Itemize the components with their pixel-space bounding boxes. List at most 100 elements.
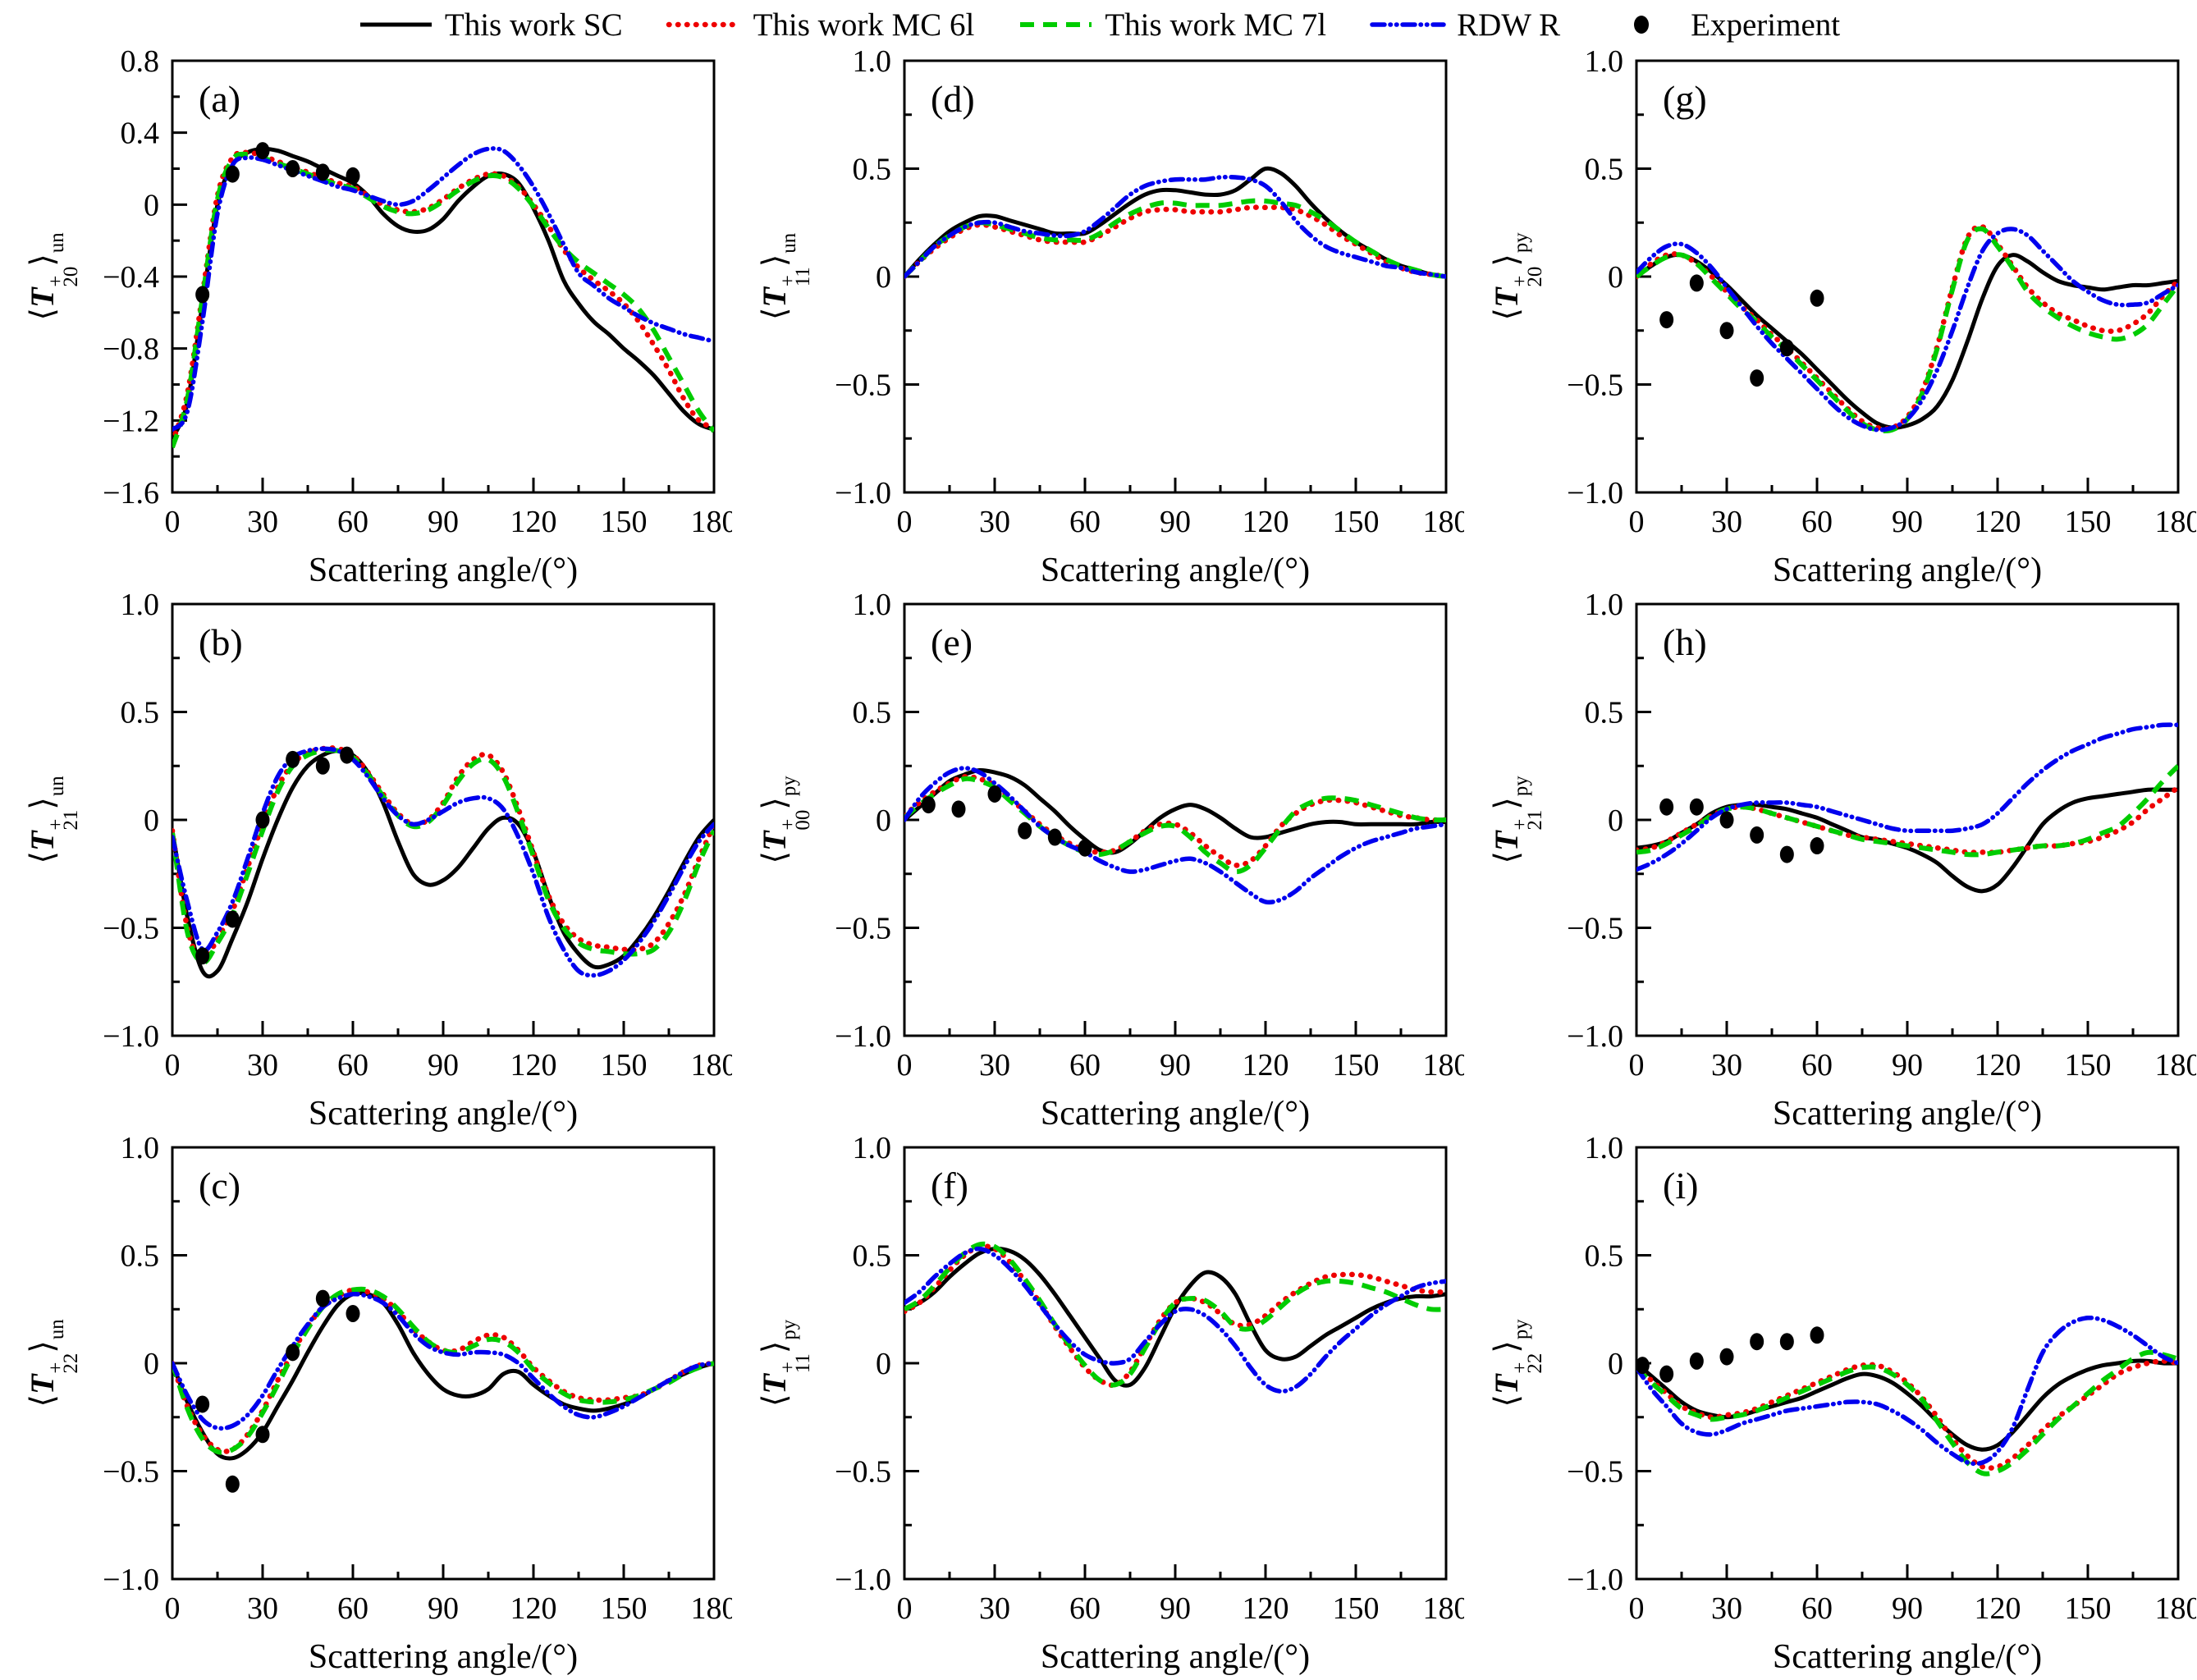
y-tick-label: 0 xyxy=(144,803,159,838)
y-tick-label: 0.5 xyxy=(1585,696,1624,730)
x-tick-label: 0 xyxy=(165,1048,181,1083)
x-tick-label: 0 xyxy=(897,1591,913,1626)
experiment-point xyxy=(255,1426,270,1444)
axes-frame xyxy=(171,59,716,494)
y-tick-label: −0.5 xyxy=(835,1455,891,1490)
experiment-point xyxy=(195,1395,210,1413)
experiment-point xyxy=(195,286,210,304)
x-tick-label: 0 xyxy=(1629,505,1645,539)
x-tick-label: 120 xyxy=(510,1591,557,1626)
experiment-point xyxy=(1810,289,1824,307)
experiment-point xyxy=(1636,1357,1650,1375)
experiment-point xyxy=(1750,826,1764,844)
legend-sample-dashdotdot-icon xyxy=(1370,22,1446,27)
experiment-point xyxy=(1719,322,1734,340)
y-tick-label: 0.5 xyxy=(121,1239,160,1274)
x-tick-label: 30 xyxy=(979,1048,1010,1083)
x-tick-label: 60 xyxy=(337,505,368,539)
experiment-point xyxy=(1779,1333,1794,1351)
panel-tag: (i) xyxy=(1663,1165,1698,1206)
panel-g-plot: 0 30 60 90 120 150 180 1.0 0.5 0 −0.5 −1.0 (g) Scatte… xyxy=(1567,49,2196,589)
y-tick-label: −0.5 xyxy=(835,369,891,403)
panel-i: 0 30 60 90 120 150 180 1.0 0.5 0 −0.5 −1.0 (i) Scatte… xyxy=(1464,1136,2196,1679)
y-tick-label: 0 xyxy=(144,1347,159,1381)
panel-a-plot: 0 30 60 90 120 150 180 0.8 0.4 0 −0.4 −0.8 −1.2 −1.6 (… xyxy=(103,49,732,589)
y-tick-label: 0 xyxy=(144,188,159,222)
y-axis-label: ⟨T +21 ⟩py xyxy=(1488,776,1547,864)
x-tick-label: 90 xyxy=(1892,1048,1923,1083)
series-rdw-r-line xyxy=(1636,227,2178,433)
experiment-point xyxy=(255,142,270,160)
series-this-work-mc-7l-line xyxy=(1636,1349,2178,1476)
y-tick-label: −1.0 xyxy=(103,1019,159,1054)
experiment-point xyxy=(987,785,1002,803)
x-tick-label: 90 xyxy=(428,1591,459,1626)
y-tick-label: 0 xyxy=(876,260,891,295)
x-tick-label: 90 xyxy=(1160,505,1191,539)
x-tick-label: 150 xyxy=(2065,1048,2112,1083)
experiment-point xyxy=(1018,822,1032,840)
y-axis-label: ⟨T +11 ⟩py xyxy=(756,1319,815,1408)
legend-item-rdw-r: RDW R xyxy=(1369,7,1560,43)
x-tick-label: 180 xyxy=(2155,1048,2197,1083)
panel-tag: (d) xyxy=(931,78,975,120)
x-tick-label: 30 xyxy=(979,505,1010,539)
x-tick-label: 0 xyxy=(897,1048,913,1083)
x-tick-label: 0 xyxy=(1629,1048,1645,1083)
x-tick-label: 150 xyxy=(2065,505,2112,539)
panel-h-plot: 0 30 60 90 120 150 180 1.0 0.5 0 −0.5 −1.0 (h) Scatte… xyxy=(1567,593,2197,1133)
legend-item-experiment: Experiment xyxy=(1603,7,1840,43)
x-axis-label: Scattering angle/(°) xyxy=(1041,552,1310,589)
panel-c-plot: 0 30 60 90 120 150 180 1.0 0.5 0 −0.5 −1.0 (c) Scatte… xyxy=(103,1136,733,1676)
y-tick-label: −0.5 xyxy=(1567,912,1623,946)
y-tick-label: −1.0 xyxy=(835,476,891,510)
series-rdw-r-line xyxy=(1636,722,2178,872)
y-tick-label: 1.0 xyxy=(1585,1136,1624,1165)
y-axis-label: ⟨T +00 ⟩py xyxy=(756,776,815,864)
series-this-work-mc-7l-line xyxy=(172,1286,714,1455)
x-tick-label: 0 xyxy=(165,505,181,539)
series-rdw-r-line xyxy=(904,766,1446,905)
x-axis-label: Scattering angle/(°) xyxy=(309,1095,578,1133)
series-this-work-mc-6l-line xyxy=(904,1243,1446,1388)
panel-tag: (c) xyxy=(199,1165,240,1206)
y-tick-label: 0.5 xyxy=(121,696,160,730)
series-this-work-sc-line xyxy=(172,146,714,440)
axes-frame xyxy=(171,1146,716,1581)
y-tick-label: −1.0 xyxy=(103,1563,159,1597)
experiment-point xyxy=(1689,274,1704,292)
legend-item-this-work-mc-7l: This work MC 7l xyxy=(1017,7,1326,43)
experiment-point xyxy=(951,800,966,818)
x-tick-label: 150 xyxy=(1333,1048,1380,1083)
series-this-work-sc-line xyxy=(172,1290,714,1461)
axes-frame xyxy=(1635,602,2180,1037)
x-tick-label: 150 xyxy=(2065,1591,2112,1626)
x-tick-label: 60 xyxy=(337,1048,368,1083)
y-tick-label: 0.4 xyxy=(121,117,160,151)
y-tick-label: 0.5 xyxy=(1585,153,1624,187)
series-this-work-mc-7l-line xyxy=(904,198,1446,279)
experiment-point xyxy=(346,1305,360,1323)
axes-frame xyxy=(903,59,1448,494)
experiment-point xyxy=(1659,798,1674,816)
panel-tag: (f) xyxy=(931,1165,968,1206)
y-tick-label: 0.5 xyxy=(853,153,892,187)
x-axis-label: Scattering angle/(°) xyxy=(309,1638,578,1676)
y-axis-label: ⟨T +20 ⟩py xyxy=(1488,232,1547,321)
series-rdw-r-line xyxy=(904,1246,1446,1394)
x-tick-label: 150 xyxy=(601,505,648,539)
experiment-point xyxy=(1047,828,1062,846)
x-tick-label: 30 xyxy=(247,505,278,539)
y-tick-label: 1.0 xyxy=(1585,593,1624,622)
y-tick-label: −0.5 xyxy=(1567,369,1623,403)
x-tick-label: 180 xyxy=(691,1591,733,1626)
y-tick-label: 0 xyxy=(876,1347,891,1381)
x-tick-label: 120 xyxy=(510,1048,557,1083)
x-tick-label: 180 xyxy=(2155,1591,2197,1626)
series-rdw-r-line xyxy=(172,746,714,978)
x-tick-label: 60 xyxy=(337,1591,368,1626)
experiment-point xyxy=(286,1344,300,1362)
y-tick-label: 1.0 xyxy=(853,49,892,79)
panel-h: 0 30 60 90 120 150 180 1.0 0.5 0 −0.5 −1.0 (h) Scatte… xyxy=(1464,593,2196,1136)
legend-label: RDW R xyxy=(1457,7,1561,43)
